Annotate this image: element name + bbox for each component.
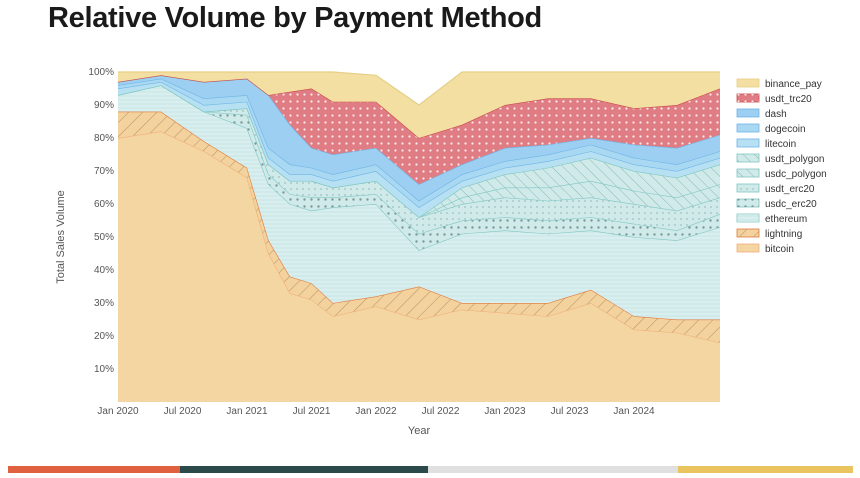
legend-item-usdt_polygon[interactable]: usdt_polygon <box>736 153 825 165</box>
legend-label: usdc_polygon <box>765 169 827 180</box>
legend-item-bitcoin[interactable]: bitcoin <box>736 243 794 255</box>
y-tick-label: 80% <box>94 133 114 144</box>
legend-label: ethereum <box>765 214 807 225</box>
legend-label: dogecoin <box>765 124 806 135</box>
legend-label: usdt_trc20 <box>765 94 812 105</box>
legend-label: lightning <box>765 229 802 240</box>
legend-label: usdc_erc20 <box>765 199 817 210</box>
legend-item-lightning[interactable]: lightning <box>736 228 802 240</box>
legend-swatch <box>736 78 760 88</box>
y-tick-label: 50% <box>94 232 114 243</box>
footer-bar-segment <box>678 466 853 473</box>
y-tick-label: 20% <box>94 331 114 342</box>
y-tick-label: 70% <box>94 166 114 177</box>
legend-item-dash[interactable]: dash <box>736 108 787 120</box>
legend-label: bitcoin <box>765 244 794 255</box>
legend-item-usdc_erc20[interactable]: usdc_erc20 <box>736 198 817 210</box>
legend-item-litecoin[interactable]: litecoin <box>736 138 796 150</box>
legend-label: binance_pay <box>765 79 822 90</box>
footer-bar-segment <box>8 466 180 473</box>
legend-label: litecoin <box>765 139 796 150</box>
y-tick-label: 10% <box>94 364 114 375</box>
x-tick-label: Jan 2024 <box>613 406 655 417</box>
x-tick-label: Jul 2021 <box>293 406 331 417</box>
x-tick-label: Jul 2023 <box>551 406 589 417</box>
legend-item-usdt_trc20[interactable]: usdt_trc20 <box>736 93 812 105</box>
legend-swatch <box>736 243 760 253</box>
y-tick-label: 40% <box>94 265 114 276</box>
stacked-area-chart: 10% 20% 30% 40% 50% 60% 70% 80% 90% 100% Jan 2020 J… <box>55 67 827 437</box>
legend-item-usdc_polygon[interactable]: usdc_polygon <box>736 168 827 180</box>
x-axis-title: Year <box>408 425 431 437</box>
legend-item-usdt_erc20[interactable]: usdt_erc20 <box>736 183 815 195</box>
x-tick-label: Jul 2022 <box>422 406 460 417</box>
line-binance_pay <box>118 71 720 106</box>
y-tick-label: 90% <box>94 100 114 111</box>
y-tick-label: 60% <box>94 199 114 210</box>
legend-swatch <box>736 123 760 133</box>
x-tick-label: Jan 2021 <box>226 406 268 417</box>
legend-item-ethereum[interactable]: ethereum <box>736 213 807 225</box>
legend-swatch <box>736 108 760 118</box>
x-tick-label: Jul 2020 <box>164 406 202 417</box>
x-tick-label: Jan 2023 <box>484 406 526 417</box>
y-tick-label: 100% <box>88 67 114 78</box>
y-tick-label: 30% <box>94 298 114 309</box>
legend-item-binance_pay[interactable]: binance_pay <box>736 78 822 90</box>
legend-label: usdt_polygon <box>765 154 825 165</box>
legend-label: dash <box>765 109 787 120</box>
y-axis-title: Total Sales Volume <box>55 190 67 284</box>
x-tick-label: Jan 2022 <box>355 406 397 417</box>
legend-item-dogecoin[interactable]: dogecoin <box>736 123 806 135</box>
chart-title: Relative Volume by Payment Method <box>48 2 542 34</box>
area-binance_pay <box>118 71 720 138</box>
legend-swatch <box>736 138 760 148</box>
x-tick-label: Jan 2020 <box>97 406 139 417</box>
legend-label: usdt_erc20 <box>765 184 815 195</box>
footer-bar-segment <box>428 466 678 473</box>
footer-bar-segment <box>180 466 428 473</box>
